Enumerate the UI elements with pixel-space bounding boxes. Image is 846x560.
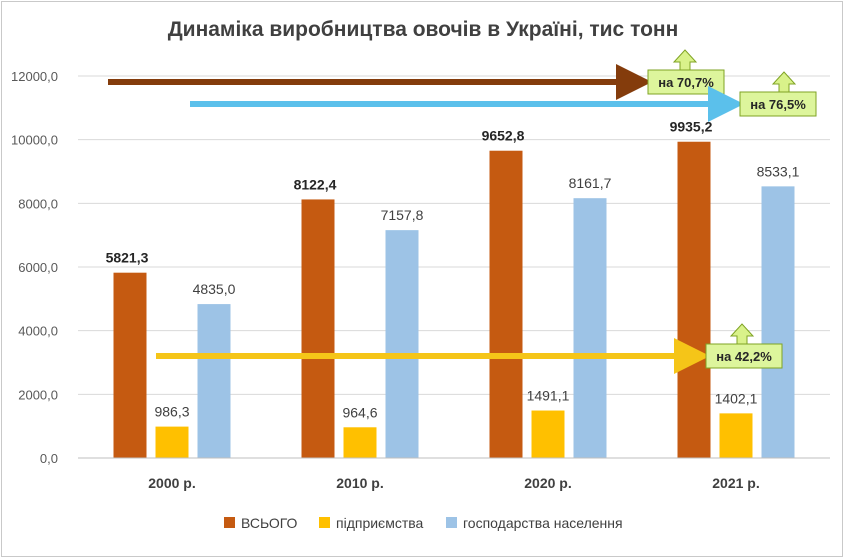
data-label: 1402,1 xyxy=(715,390,758,406)
x-tick-label: 2021 р. xyxy=(712,475,759,491)
growth-badge xyxy=(739,91,817,117)
chart-title: Динаміка виробництва овочів в Україні, т… xyxy=(167,18,679,41)
bar xyxy=(155,426,189,458)
data-label: 9935,2 xyxy=(670,119,713,135)
up-arrow-icon xyxy=(771,71,797,93)
y-tick-label: 10000,0 xyxy=(11,133,58,148)
data-label: 986,3 xyxy=(154,404,189,420)
bar xyxy=(677,141,711,458)
data-label: 8161,7 xyxy=(569,175,612,191)
data-label: 5821,3 xyxy=(106,250,149,266)
legend-swatch xyxy=(319,517,330,528)
bar xyxy=(761,186,795,458)
x-tick-label: 2000 р. xyxy=(148,475,195,491)
data-label: 964,6 xyxy=(342,404,377,420)
y-tick-label: 8000,0 xyxy=(18,196,58,211)
bar xyxy=(531,410,565,458)
x-tick-label: 2010 р. xyxy=(336,475,383,491)
data-label: 7157,8 xyxy=(381,207,424,223)
bar xyxy=(343,427,377,458)
y-tick-label: 12000,0 xyxy=(11,69,58,84)
y-tick-label: 2000,0 xyxy=(18,387,58,402)
bar xyxy=(719,413,753,458)
x-tick-label: 2020 р. xyxy=(524,475,571,491)
legend-swatch xyxy=(446,517,457,528)
growth-badge-label: на 70,7% xyxy=(658,75,714,90)
data-label: 9652,8 xyxy=(482,128,525,144)
bar xyxy=(301,199,335,458)
bar xyxy=(573,198,607,458)
up-arrow-icon xyxy=(672,49,698,71)
legend-label: господарства населення xyxy=(463,515,623,531)
y-tick-label: 6000,0 xyxy=(18,260,58,275)
up-arrow-icon xyxy=(729,323,755,345)
legend-label: ВСЬОГО xyxy=(241,515,298,531)
growth-badge-label: на 42,2% xyxy=(716,349,772,364)
data-label: 8122,4 xyxy=(294,176,337,192)
data-label: 4835,0 xyxy=(193,281,236,297)
growth-badge xyxy=(705,343,783,369)
legend-label: підприємства xyxy=(336,515,424,531)
data-label: 8533,1 xyxy=(757,163,800,179)
bar xyxy=(489,150,523,459)
y-tick-label: 0,0 xyxy=(40,451,58,466)
data-label: 1491,1 xyxy=(527,388,570,404)
bar xyxy=(113,272,147,458)
y-tick-label: 4000,0 xyxy=(18,324,58,339)
bar xyxy=(385,230,419,458)
legend-swatch xyxy=(224,517,235,528)
growth-badge-label: на 76,5% xyxy=(750,97,806,112)
bar xyxy=(197,304,231,458)
